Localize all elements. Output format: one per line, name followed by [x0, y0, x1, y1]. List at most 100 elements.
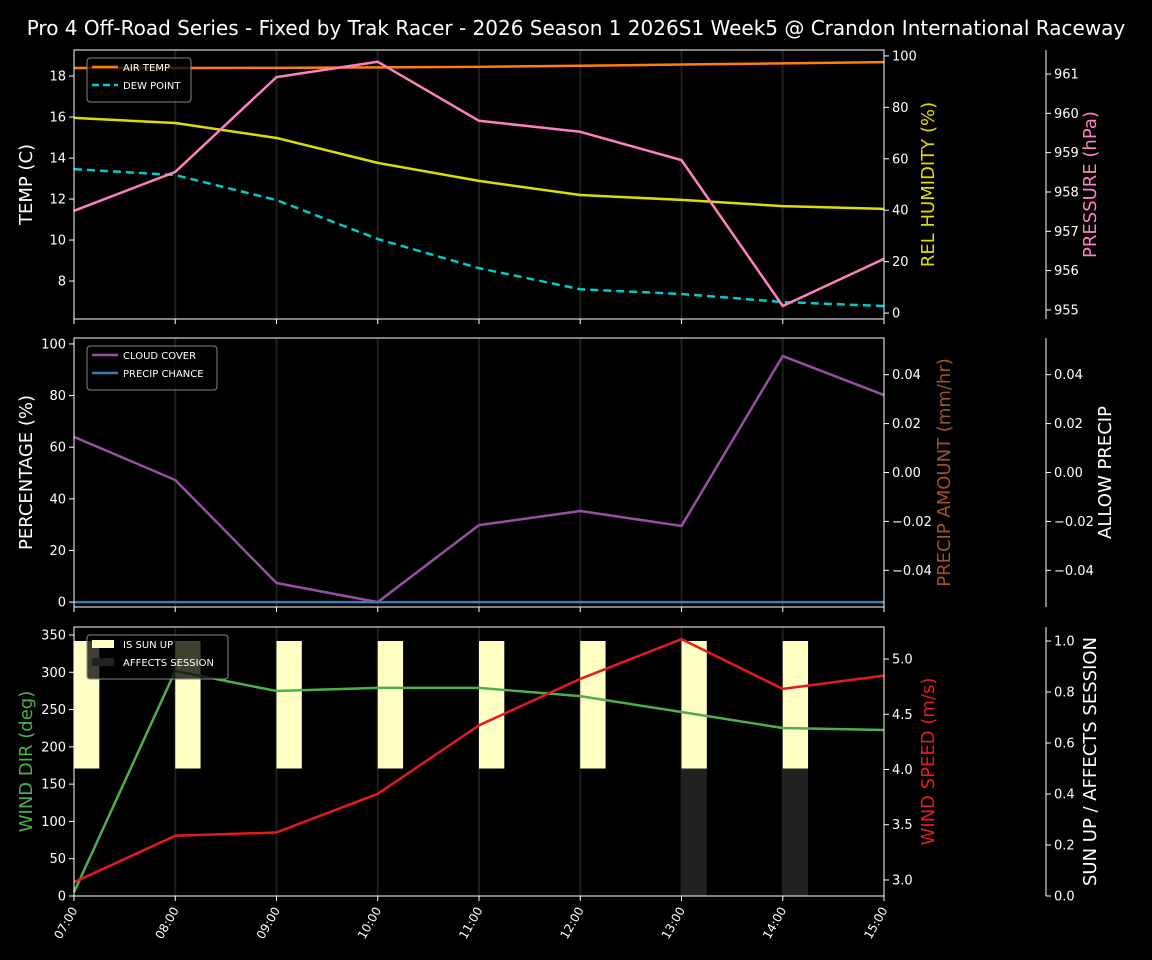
x-tick-label: 15:00: [861, 905, 890, 942]
right-tick-label: 4.5: [892, 708, 913, 723]
left-axis-label: PERCENTAGE (%): [16, 395, 37, 550]
bar-is-sun-up: [276, 641, 302, 769]
legend-swatch: [92, 640, 114, 648]
x-tick-label: 11:00: [456, 905, 485, 942]
right-tick-label: 20: [892, 255, 909, 270]
x-tick-label: 07:00: [51, 905, 80, 942]
right2-tick-label: 0.04: [1054, 368, 1083, 383]
right2-tick-label: 0.0: [1054, 890, 1075, 905]
right-tick-label: 0.04: [892, 368, 921, 383]
left-axis-label: WIND DIR (deg): [16, 691, 37, 833]
legend-label: IS SUN UP: [123, 640, 173, 651]
legend: IS SUN UP AFFECTS SESSION: [86, 634, 229, 680]
panel-2: 0 20 40 60 80 100 PERCENTAGE (%) −0.04 −0.02 0.00…: [16, 337, 1116, 612]
right-tick-label: 0.00: [892, 466, 921, 481]
right-tick-label: −0.04: [892, 564, 932, 579]
right2-tick-label: 958: [1054, 185, 1079, 200]
left-tick-label: 350: [41, 628, 66, 643]
right2-tick-label: 957: [1054, 225, 1079, 240]
legend-box: [86, 634, 229, 680]
left-tick-label: 100: [41, 815, 66, 830]
right-axis-label: PRECIP AMOUNT (mm/hr): [934, 358, 955, 587]
right2-tick-label: 1.0: [1054, 635, 1075, 650]
x-tick-label: 13:00: [659, 905, 688, 942]
right-tick-label: 3.5: [892, 818, 913, 833]
chart-title: Pro 4 Off-Road Series - Fixed by Trak Ra…: [27, 16, 1126, 40]
left-tick-label: 0: [58, 890, 66, 905]
x-tick-label: 14:00: [760, 905, 789, 942]
panel-1: 8 10 12 14 16 18 TEMP (C) 0 20 40 60 80 100 REL HUMID…: [16, 49, 1101, 324]
legend-box: [86, 57, 192, 103]
legend-box: [86, 345, 218, 391]
bar-is-sun-up: [479, 641, 505, 769]
right2-tick-label: 960: [1054, 107, 1079, 122]
series-rel-humidity: [73, 116, 885, 211]
legend: AIR TEMP DEW POINT: [86, 57, 192, 103]
left-tick-label: 12: [49, 193, 66, 208]
bar-is-sun-up: [681, 641, 707, 769]
right2-tick-label: 0.4: [1054, 788, 1075, 803]
left-tick-label: 300: [41, 666, 66, 681]
left-tick-label: 14: [49, 152, 66, 167]
series-air-temp: [74, 60, 885, 70]
left-tick-label: 60: [49, 441, 66, 456]
x-tick-label: 12:00: [557, 905, 586, 942]
right2-tick-label: 0.00: [1054, 466, 1083, 481]
left-tick-label: 20: [49, 544, 66, 559]
bar-is-sun-up: [377, 641, 404, 769]
bar-affects-session: [782, 768, 809, 896]
left-tick-label: 200: [41, 740, 66, 755]
right2-tick-label: 959: [1054, 146, 1079, 161]
left-tick-label: 0: [58, 596, 66, 611]
x-tick-label: 08:00: [152, 905, 181, 942]
x-tick-label: 10:00: [355, 905, 384, 942]
right-tick-label: 80: [892, 101, 909, 116]
left-tick-label: 50: [49, 852, 66, 867]
right-tick-label: 0.02: [892, 417, 921, 432]
left-axis-label: TEMP (C): [16, 144, 37, 226]
legend-label: CLOUD COVER: [123, 351, 196, 362]
left-tick-label: 16: [49, 111, 66, 126]
legend-swatch: [92, 658, 114, 666]
series-dew-point: [73, 167, 885, 308]
right-tick-label: −0.02: [892, 515, 932, 530]
right-tick-label: 40: [892, 204, 909, 219]
right2-tick-label: −0.04: [1054, 564, 1094, 579]
x-tick-label: 09:00: [254, 905, 283, 942]
series-wind-speed: [73, 637, 885, 884]
right2-axis-label: PRESSURE (hPa): [1080, 111, 1101, 258]
right2-tick-label: −0.02: [1054, 515, 1094, 530]
series-pressure: [73, 60, 885, 308]
legend-label: AFFECTS SESSION: [123, 658, 214, 669]
right2-tick-label: 0.02: [1054, 417, 1083, 432]
left-tick-label: 10: [49, 234, 66, 249]
right-tick-label: 0: [892, 307, 900, 322]
right2-axis-label: ALLOW PRECIP: [1095, 406, 1116, 539]
series-cloud-cover: [73, 354, 885, 604]
left-tick-label: 80: [49, 389, 66, 404]
left-tick-label: 18: [49, 70, 66, 85]
left-tick-label: 8: [58, 275, 66, 290]
legend: CLOUD COVER PRECIP CHANCE: [86, 345, 218, 391]
right2-axis-label: SUN UP / AFFECTS SESSION: [1080, 637, 1101, 886]
left-tick-label: 250: [41, 703, 66, 718]
bar-is-sun-up: [782, 641, 809, 769]
panel-3: 07:00 08:00 09:00 10:00 11:00 12:00 13:00 14:00…: [16, 626, 1101, 942]
right-tick-label: 4.0: [892, 763, 913, 778]
right-axis-label: WIND SPEED (m/s): [918, 678, 939, 846]
left-tick-label: 100: [41, 337, 66, 352]
legend-label: AIR TEMP: [123, 63, 170, 74]
right2-tick-label: 956: [1054, 264, 1079, 279]
legend-label: DEW POINT: [123, 81, 181, 92]
left-tick-label: 150: [41, 778, 66, 793]
left-tick-label: 40: [49, 492, 66, 507]
bar-is-sun-up: [580, 641, 606, 769]
right-tick-label: 100: [892, 49, 917, 64]
right-tick-label: 60: [892, 152, 909, 167]
right2-tick-label: 0.8: [1054, 686, 1075, 701]
bar-affects-session: [681, 768, 707, 896]
right2-tick-label: 955: [1054, 303, 1079, 318]
right2-tick-label: 961: [1054, 67, 1079, 82]
right-tick-label: 3.0: [892, 873, 913, 888]
